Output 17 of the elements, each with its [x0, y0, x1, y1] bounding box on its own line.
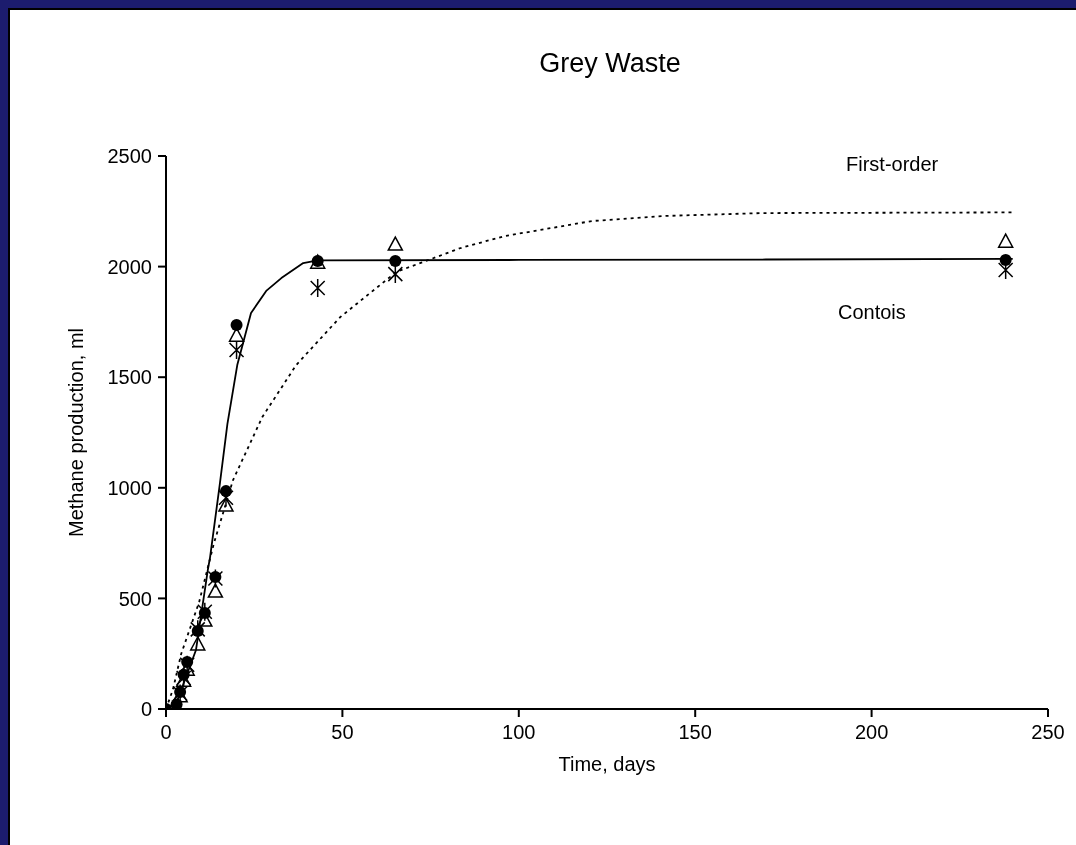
- y-tick-label: 1500: [107, 366, 152, 389]
- x-tick-label: 0: [160, 721, 172, 744]
- y-tick-label: 0: [140, 698, 152, 721]
- annotation: Contois: [838, 301, 906, 324]
- y-axis-title: Methane production, ml: [65, 327, 88, 538]
- y-tick-label: 2500: [107, 145, 152, 168]
- y-tick-label: 500: [118, 587, 152, 610]
- x-tick-label: 100: [502, 721, 536, 744]
- chart-title: Grey Waste: [538, 48, 682, 79]
- x-tick-label: 150: [678, 721, 712, 744]
- y-tick-label: 1000: [107, 476, 152, 499]
- y-tick-label: 2000: [107, 255, 152, 278]
- x-tick-label: 250: [1031, 721, 1065, 744]
- x-tick-label: 200: [854, 721, 889, 744]
- x-tick-label: 50: [331, 721, 354, 744]
- x-axis-title: Time, days: [558, 753, 656, 775]
- annotation: First-order: [846, 153, 939, 176]
